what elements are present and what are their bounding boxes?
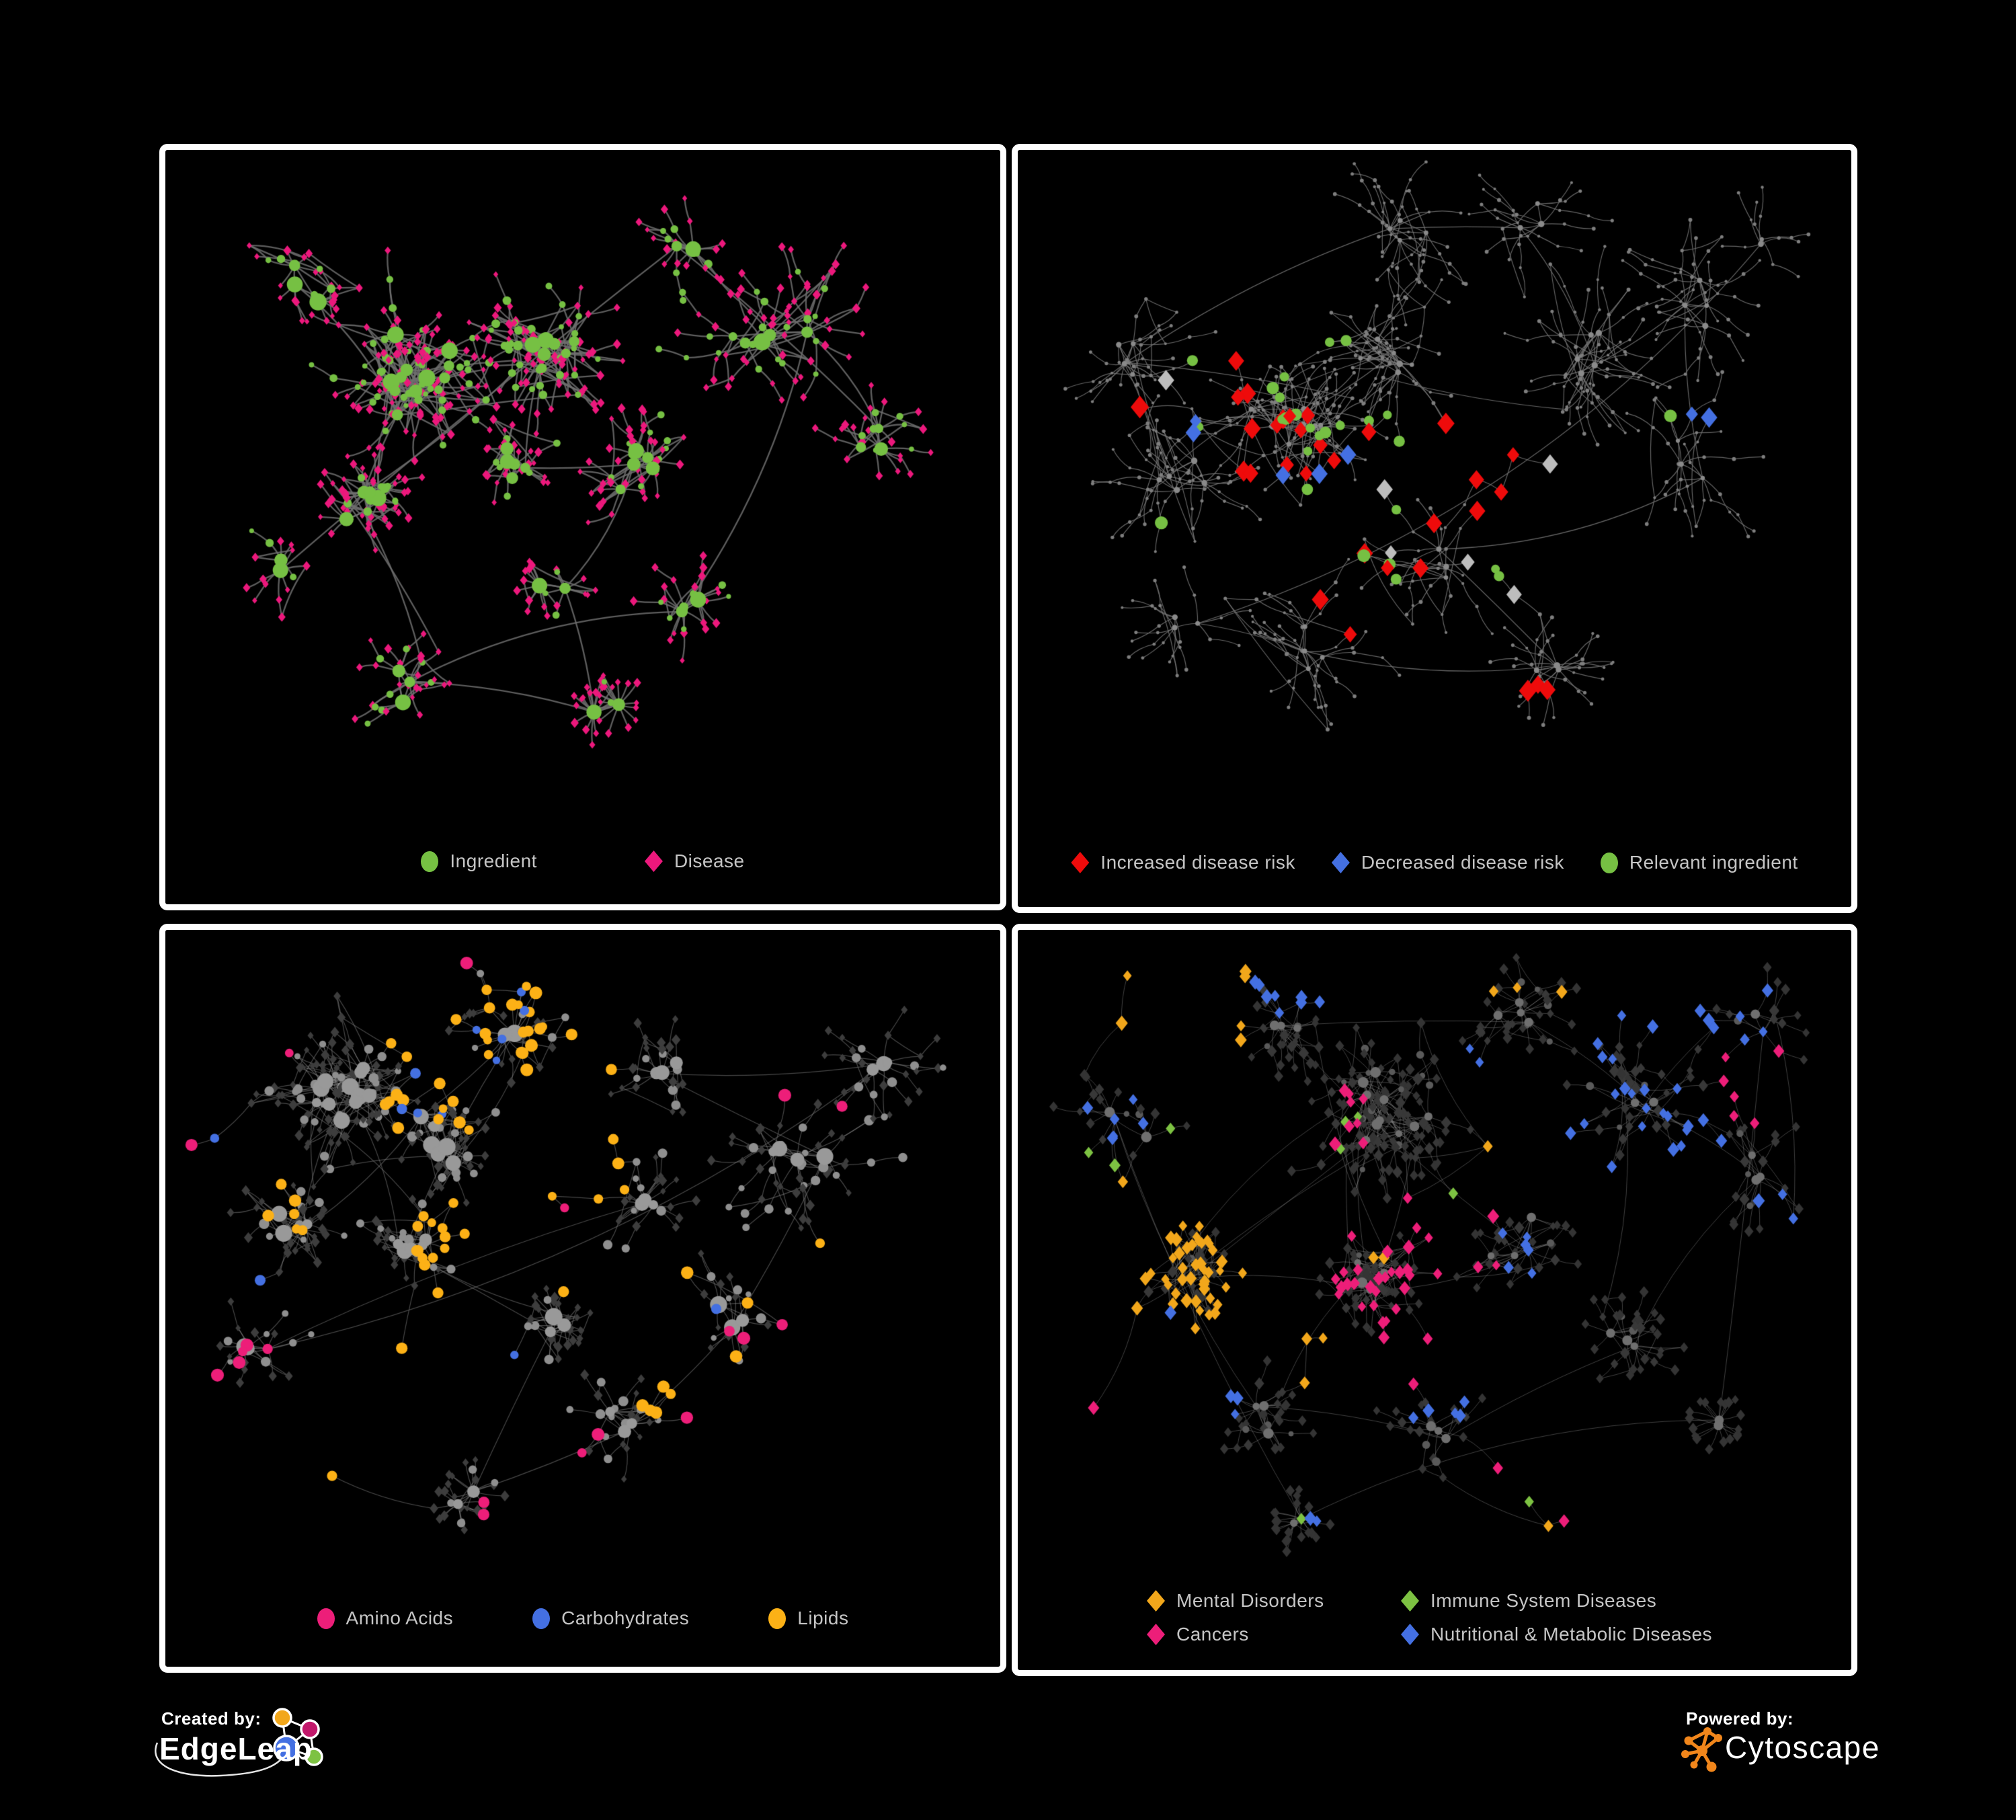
panel-disease-risk: Increased disease risk Decreased disease… xyxy=(1012,144,1857,913)
network-canvas-ingredient-disease xyxy=(165,150,1000,842)
disease-swatch-icon xyxy=(644,850,663,872)
legend-disease-risk: Increased disease risk Decreased disease… xyxy=(1018,852,1851,873)
ingredient-swatch-icon xyxy=(421,850,439,872)
panel-ingredient-categories: Amino Acids Carbohydrates Lipids xyxy=(159,924,1006,1673)
cytoscape-logo-icon xyxy=(1681,1727,1722,1772)
legend-ingredient-disease: Ingredient Disease xyxy=(165,850,1000,872)
network-canvas-disease-categories xyxy=(1018,930,1851,1585)
legend-label: Disease xyxy=(674,850,745,871)
immune-diseases-swatch-icon xyxy=(1401,1590,1419,1612)
edgeleap-wordmark: EdgeLeap xyxy=(159,1731,313,1766)
legend-label: Nutritional & Metabolic Diseases xyxy=(1430,1624,1713,1645)
legend-label: Decreased disease risk xyxy=(1361,852,1564,873)
legend-label: Relevant ingredient xyxy=(1629,852,1798,873)
nutritional-diseases-swatch-icon xyxy=(1401,1624,1419,1645)
mental-disorders-swatch-icon xyxy=(1147,1590,1165,1612)
legend-disease-categories: Mental Disorders Immune System Diseases … xyxy=(1147,1590,1712,1645)
legend-label: Increased disease risk xyxy=(1100,852,1295,873)
legend-item: Cancers xyxy=(1147,1624,1401,1645)
panel-ingredient-disease: Ingredient Disease xyxy=(159,144,1006,910)
legend-item: Carbohydrates xyxy=(532,1608,689,1629)
legend-label: Immune System Diseases xyxy=(1430,1590,1657,1611)
increased-risk-swatch-icon xyxy=(1071,852,1090,873)
decreased-risk-swatch-icon xyxy=(1331,852,1350,873)
legend-item: Relevant ingredient xyxy=(1600,852,1798,873)
legend-item: Immune System Diseases xyxy=(1401,1590,1712,1612)
relevant-ingredient-swatch-icon xyxy=(1600,852,1618,873)
amino-acids-swatch-icon xyxy=(317,1608,335,1629)
legend-label: Lipids xyxy=(797,1608,849,1628)
legend-label: Cancers xyxy=(1176,1624,1249,1645)
legend-ingredient-categories: Amino Acids Carbohydrates Lipids xyxy=(165,1608,1000,1629)
legend-label: Carbohydrates xyxy=(561,1608,690,1628)
legend-item: Increased disease risk xyxy=(1071,852,1295,873)
legend-label: Ingredient xyxy=(450,850,537,871)
legend-label: Amino Acids xyxy=(346,1608,454,1628)
cytoscape-wordmark: Cytoscape xyxy=(1725,1730,1880,1765)
lipids-swatch-icon xyxy=(768,1608,787,1629)
legend-item: Nutritional & Metabolic Diseases xyxy=(1401,1624,1712,1645)
legend-item: Ingredient xyxy=(421,850,537,872)
powered-by-label: Powered by: xyxy=(1686,1708,1794,1729)
legend-label: Mental Disorders xyxy=(1176,1590,1324,1611)
created-by-label: Created by: xyxy=(161,1708,261,1729)
legend-item: Disease xyxy=(644,850,745,872)
legend-item: Lipids xyxy=(768,1608,848,1629)
legend-item: Amino Acids xyxy=(317,1608,454,1629)
legend-item: Mental Disorders xyxy=(1147,1590,1401,1612)
legend-item: Decreased disease risk xyxy=(1331,852,1564,873)
network-canvas-disease-risk xyxy=(1018,150,1851,842)
panel-disease-categories: Mental Disorders Immune System Diseases … xyxy=(1012,924,1857,1676)
cancers-swatch-icon xyxy=(1147,1624,1165,1645)
carbohydrates-swatch-icon xyxy=(532,1608,551,1629)
network-canvas-ingredient-categories xyxy=(165,930,1000,1602)
